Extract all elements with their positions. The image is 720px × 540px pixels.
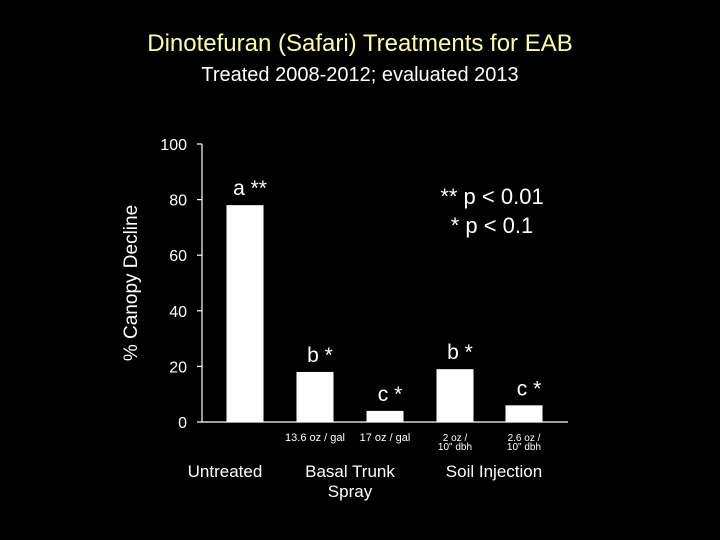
group-label: Soil Injection xyxy=(446,462,542,481)
group-label: Spray xyxy=(328,482,373,501)
x-tick-label: 2 oz / xyxy=(443,433,468,444)
chart-subtitle: Treated 2008-2012; evaluated 2013 xyxy=(201,64,519,86)
y-tick-label: 80 xyxy=(169,193,187,210)
y-tick-label: 60 xyxy=(169,248,187,265)
bar-significance-label: a ** xyxy=(233,177,267,200)
bar xyxy=(366,410,404,422)
group-label: Untreated xyxy=(188,462,263,481)
x-tick-label: 10" dbh xyxy=(438,442,472,453)
y-tick-label: 100 xyxy=(160,137,187,154)
bar xyxy=(505,405,543,422)
significance-annotation: ** p < 0.01 xyxy=(440,184,543,209)
y-axis-label: % Canopy Decline xyxy=(121,205,142,361)
x-tick-label: 17 oz / gal xyxy=(360,432,411,444)
x-tick-label: 13.6 oz / gal xyxy=(285,432,345,444)
y-tick-label: 0 xyxy=(178,415,187,432)
group-label: Basal Trunk xyxy=(305,462,395,481)
significance-annotation: * p < 0.1 xyxy=(451,213,534,238)
chart-title: Dinotefuran (Safari) Treatments for EAB xyxy=(147,30,573,57)
y-tick-label: 40 xyxy=(169,304,187,321)
bar-significance-label: b * xyxy=(447,341,473,364)
bar-significance-label: c * xyxy=(517,377,542,400)
x-tick-label: 10" dbh xyxy=(507,442,541,453)
bar xyxy=(296,371,334,422)
bar xyxy=(226,205,264,422)
bar xyxy=(436,369,474,422)
bar-significance-label: c * xyxy=(378,383,403,406)
y-tick-label: 20 xyxy=(169,359,187,376)
x-tick-label: 2.6 oz / xyxy=(508,433,541,444)
bar-significance-label: b * xyxy=(307,344,333,367)
